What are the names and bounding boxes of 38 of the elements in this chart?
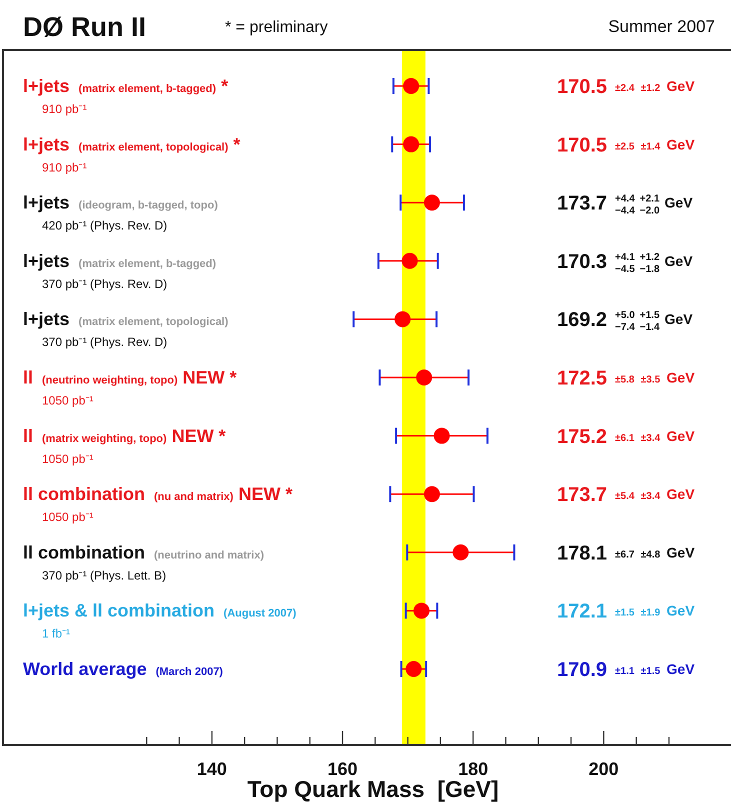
y-tick-label: ll combination (neutrino and matrix) 370 pb⁻¹ (Phys. Lett. B) <box>23 542 264 582</box>
point <box>394 311 411 328</box>
point <box>414 602 430 619</box>
category-label: l+jets & ll combination (August 2007) 1 fb⁻¹ <box>23 600 296 641</box>
point <box>403 136 420 152</box>
point <box>424 194 440 211</box>
y-tick-label: l+jets (ideogram, b-tagged, topo) 420 pb⁻¹ (Phys. Rev. D) <box>23 192 218 233</box>
point <box>406 661 422 677</box>
annotation: 170.5 ±2.5 ±1.4 GeV <box>557 134 696 156</box>
x-axis-title: Top Quark Mass [GeV] <box>247 776 499 802</box>
y-tick-label: l+jets (matrix element, topological) 370 pb⁻¹ (Phys. Rev. D) <box>23 309 229 350</box>
annotation: 175.2 ±6.1 ±3.4 GeV <box>557 426 696 448</box>
point <box>416 370 432 386</box>
y-tick-label: l+jets (matrix element, b-tagged) 370 pb⁻¹ (Phys. Rev. D) <box>23 250 216 291</box>
annotation: 178.1 ±6.7 ±4.8 GeV <box>557 542 696 564</box>
x-tick-label: 180 <box>458 759 488 779</box>
annotation: 172.1 ±1.5 ±1.9 GeV <box>557 600 696 623</box>
point <box>403 78 420 94</box>
x-tick-label: 160 <box>327 759 358 779</box>
annotation: 170.5 ±2.4 ±1.2 GeV <box>557 76 696 98</box>
annotation: 172.5 ±5.8 ±3.5 GeV <box>557 368 696 390</box>
y-tick-label: World average (March 2007) <box>23 659 224 679</box>
category-label: ll (matrix weighting, topo) NEW * 1050 pb⁻¹ <box>23 426 226 466</box>
chart-title: DØ Run II <box>23 12 146 42</box>
point <box>424 486 440 502</box>
category-label: ll (neutrino weighting, topo) NEW * 1050 pb⁻¹ <box>23 368 237 408</box>
point <box>434 428 450 444</box>
point <box>402 252 418 269</box>
category-label: l+jets (matrix element, b-tagged) * 910 pb⁻¹ <box>23 76 228 116</box>
annotation: 173.7 ±5.4 ±3.4 GeV <box>557 484 696 506</box>
point <box>452 544 469 560</box>
category-label: l+jets (matrix element, topological) * 910 pb⁻¹ <box>23 134 240 174</box>
annotation: 170.9 ±1.1 ±1.5 GeV <box>557 659 696 681</box>
x-tick-label: 140 <box>196 759 227 779</box>
text: Summer 2007 <box>608 17 715 36</box>
chart-subtitle: * = preliminary <box>225 19 328 36</box>
category-label: ll combination (nu and matrix) NEW * 1050 pb⁻¹ <box>23 484 292 524</box>
x-tick-label: 200 <box>588 759 619 779</box>
